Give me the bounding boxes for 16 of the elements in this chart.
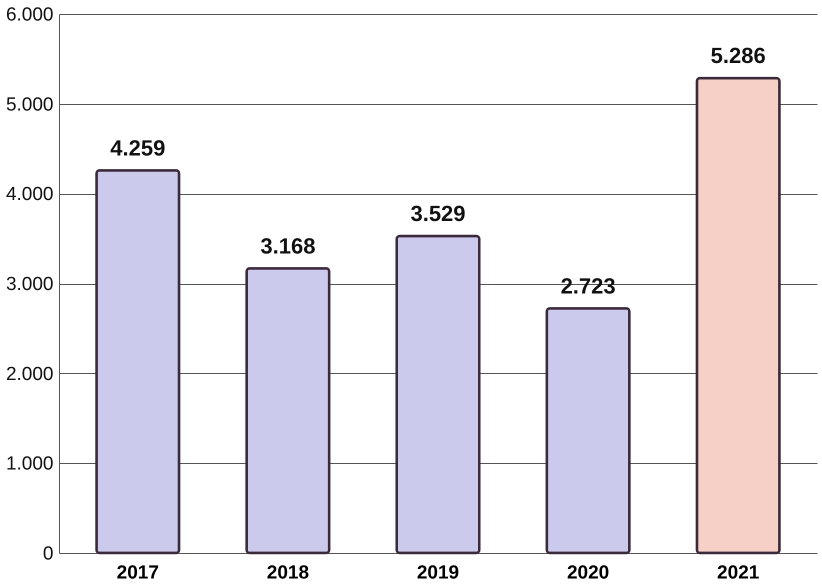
y-tick-label: 6.000 — [6, 4, 54, 26]
y-tick-label: 3.000 — [6, 274, 54, 295]
y-tick-label: 1.000 — [6, 454, 54, 475]
y-tick-label: 0 — [42, 544, 54, 564]
x-tick-label: 2020 — [566, 562, 610, 584]
x-tick-label: 2021 — [717, 562, 760, 584]
data-label: 3.529 — [410, 200, 466, 226]
x-tick-label: 2017 — [116, 562, 159, 584]
data-label: 5.286 — [710, 43, 766, 68]
x-tick-label: 2018 — [266, 562, 310, 584]
y-tick-label: 5.000 — [6, 94, 54, 116]
x-tick-label: 2019 — [416, 562, 460, 584]
data-label: 4.259 — [110, 135, 166, 160]
y-tick-label: 2.000 — [6, 364, 54, 385]
y-tick-label: 4.000 — [6, 184, 54, 206]
data-label: 3.168 — [260, 233, 316, 258]
